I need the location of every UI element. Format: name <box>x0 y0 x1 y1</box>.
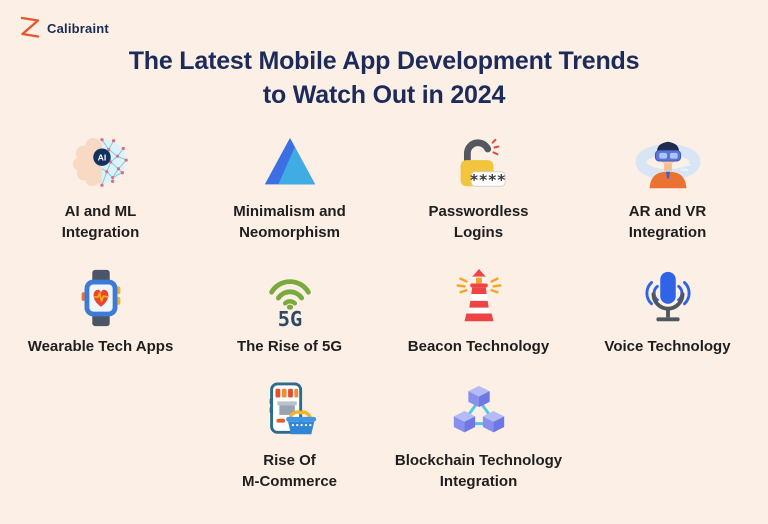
trend-item-voice: Voice Technology <box>573 265 762 357</box>
lighthouse-icon <box>448 265 510 331</box>
mobile-shopping-icon <box>257 379 323 445</box>
trends-grid: AI AI and ML Integration Minimalism and … <box>0 130 768 492</box>
trend-label: Voice Technology <box>604 338 731 355</box>
trend-item-ar-vr: AR and VR Integration <box>573 130 762 243</box>
trend-label: AI and ML Integration <box>61 203 140 241</box>
trend-label: Beacon Technology <box>407 338 550 355</box>
trend-label: Rise Of M-Commerce <box>241 452 338 490</box>
signal-5g-icon: 5G <box>259 265 321 331</box>
trend-label: Blockchain Technology Integration <box>394 452 563 490</box>
blockchain-cubes-icon <box>448 379 510 445</box>
smartwatch-icon <box>70 265 132 331</box>
calibraint-logo: Calibraint <box>18 15 109 41</box>
trend-item-beacon: Beacon Technology <box>384 265 573 357</box>
padlock-password-icon: **** <box>448 130 510 196</box>
trend-label: Passwordless Logins <box>428 203 529 241</box>
trend-item-wearable: Wearable Tech Apps <box>6 265 195 357</box>
microphone-icon <box>637 265 699 331</box>
trend-label: AR and VR Integration <box>628 203 707 241</box>
trend-item-5g: 5G The Rise of 5G <box>195 265 384 357</box>
svg-text:****: **** <box>470 171 506 189</box>
trend-item-minimalism: Minimalism and Neomorphism <box>195 130 384 243</box>
trend-label: The Rise of 5G <box>236 338 343 355</box>
svg-text:AI: AI <box>97 153 106 163</box>
vr-headset-person-icon <box>635 130 701 196</box>
trend-item-ai-ml: AI AI and ML Integration <box>6 130 195 243</box>
page-title: The Latest Mobile App Development Trends… <box>128 47 640 109</box>
brand-name: Calibraint <box>47 20 109 36</box>
trend-item-blockchain: Blockchain Technology Integration <box>384 379 573 492</box>
trend-item-passwordless: **** Passwordless Logins <box>384 130 573 243</box>
calibraint-zigzag-icon <box>20 16 40 38</box>
trend-label: Minimalism and Neomorphism <box>233 203 346 241</box>
trend-item-mcommerce: Rise Of M-Commerce <box>195 379 384 492</box>
ai-brain-icon: AI <box>70 130 132 196</box>
trend-label: Wearable Tech Apps <box>27 338 174 355</box>
svg-text:5G: 5G <box>277 307 301 329</box>
triangle-icon <box>259 130 321 196</box>
